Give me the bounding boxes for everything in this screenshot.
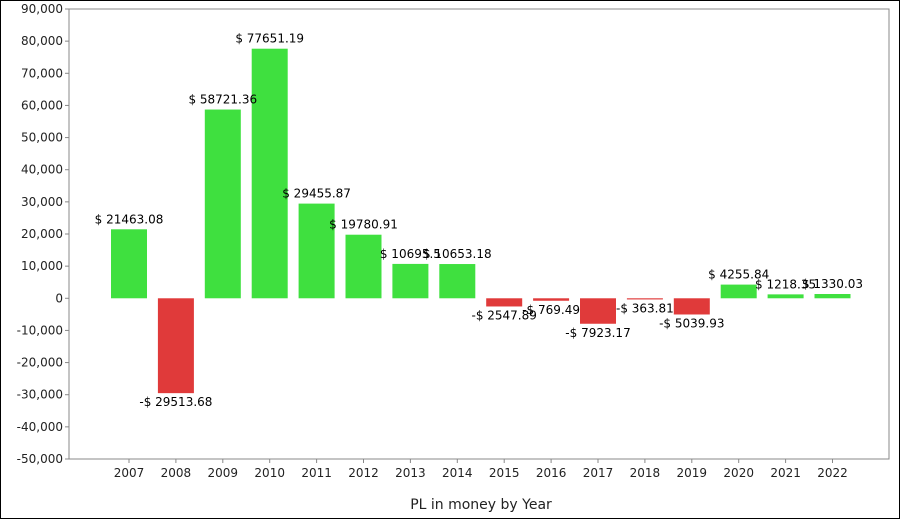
x-tick-label: 2011 xyxy=(301,466,332,480)
x-axis-tick-labels: 2007 2008 2009 2010 2011 2012 2013 2014 2015 2016… xyxy=(114,466,848,480)
y-tick-label: 20,000 xyxy=(21,227,63,241)
y-tick-label: 30,000 xyxy=(21,195,63,209)
y-tick-label: 90,000 xyxy=(21,2,63,16)
data-label-2010: $ 77651.19 xyxy=(235,32,304,46)
data-label-2007: $ 21463.08 xyxy=(95,212,164,226)
x-tick-label: 2017 xyxy=(583,466,614,480)
y-tick-label: 40,000 xyxy=(21,163,63,177)
bar-2013 xyxy=(392,263,429,299)
bar-2017 xyxy=(580,298,616,324)
bars xyxy=(111,48,851,394)
x-tick-label: 2019 xyxy=(677,466,708,480)
bar-2019 xyxy=(673,298,710,315)
y-tick-label: 80,000 xyxy=(21,34,63,48)
x-tick-label: 2018 xyxy=(630,466,661,480)
x-tick-label: 2020 xyxy=(723,466,754,480)
y-tick-label: -40,000 xyxy=(17,420,63,434)
x-tick-label: 2016 xyxy=(536,466,567,480)
data-labels: $ 21463.08 -$ 29513.68 $ 58721.36 $ 77651.1… xyxy=(95,32,863,409)
bar-2014 xyxy=(439,264,476,299)
data-label-2008: -$ 29513.68 xyxy=(139,395,212,409)
data-label-2014: $ 10653.18 xyxy=(423,247,492,261)
y-tick-label: 60,000 xyxy=(21,98,63,112)
data-label-2018: -$ 363.81 xyxy=(616,301,674,315)
x-tick-label: 2010 xyxy=(254,466,285,480)
bar-2016 xyxy=(533,298,570,301)
data-label-2009: $ 58721.36 xyxy=(188,93,257,107)
x-tick-label: 2015 xyxy=(489,466,520,480)
x-tick-label: 2012 xyxy=(348,466,379,480)
x-tick-label: 2021 xyxy=(770,466,801,480)
data-label-2019: -$ 5039.93 xyxy=(659,316,724,330)
bar-2010 xyxy=(251,48,288,299)
y-tick-label: 70,000 xyxy=(21,66,63,80)
y-axis-tick-labels: 90,000 80,000 70,000 60,000 50,000 40,000 30,0… xyxy=(17,2,63,466)
bar-2020 xyxy=(720,284,757,299)
x-tick-label: 2008 xyxy=(161,466,192,480)
x-tick-label: 2009 xyxy=(208,466,239,480)
bar-2008 xyxy=(157,298,194,394)
data-label-2013: $ 10695.5 xyxy=(380,247,441,261)
y-tick-label: -20,000 xyxy=(17,356,63,370)
y-tick-label: 0 xyxy=(55,291,63,305)
data-label-2015: -$ 2547.89 xyxy=(471,308,536,322)
bar-2009 xyxy=(204,109,241,299)
x-tick-label: 2007 xyxy=(114,466,145,480)
x-tick-label: 2013 xyxy=(395,466,426,480)
y-tick-label: 10,000 xyxy=(21,259,63,273)
y-tick-label: -10,000 xyxy=(17,323,63,337)
bar-2022 xyxy=(814,294,851,299)
data-label-2021: $ 1218.35 xyxy=(755,277,816,291)
y-tick-label: 50,000 xyxy=(21,131,63,145)
y-tick-label: -50,000 xyxy=(17,452,63,466)
bar-2012 xyxy=(345,234,382,299)
x-tick-label: 2014 xyxy=(442,466,473,480)
x-tick-label: 2022 xyxy=(817,466,848,480)
data-label-2020: $ 4255.84 xyxy=(708,268,769,282)
bar-2011 xyxy=(298,203,335,299)
data-label-2012: $ 19780.91 xyxy=(329,218,398,232)
bar-2021 xyxy=(767,294,804,299)
x-axis-title: PL in money by Year xyxy=(410,497,552,513)
data-label-2022: $ 1330.03 xyxy=(802,277,863,291)
bar-2015 xyxy=(486,298,523,307)
data-label-2016: -$ 769.49 xyxy=(522,303,580,317)
data-label-2017: -$ 7923.17 xyxy=(565,326,630,340)
y-tick-label: -30,000 xyxy=(17,388,63,402)
bar-2018 xyxy=(626,298,663,300)
data-label-2011: $ 29455.87 xyxy=(282,187,351,201)
bar-2007 xyxy=(111,229,147,299)
